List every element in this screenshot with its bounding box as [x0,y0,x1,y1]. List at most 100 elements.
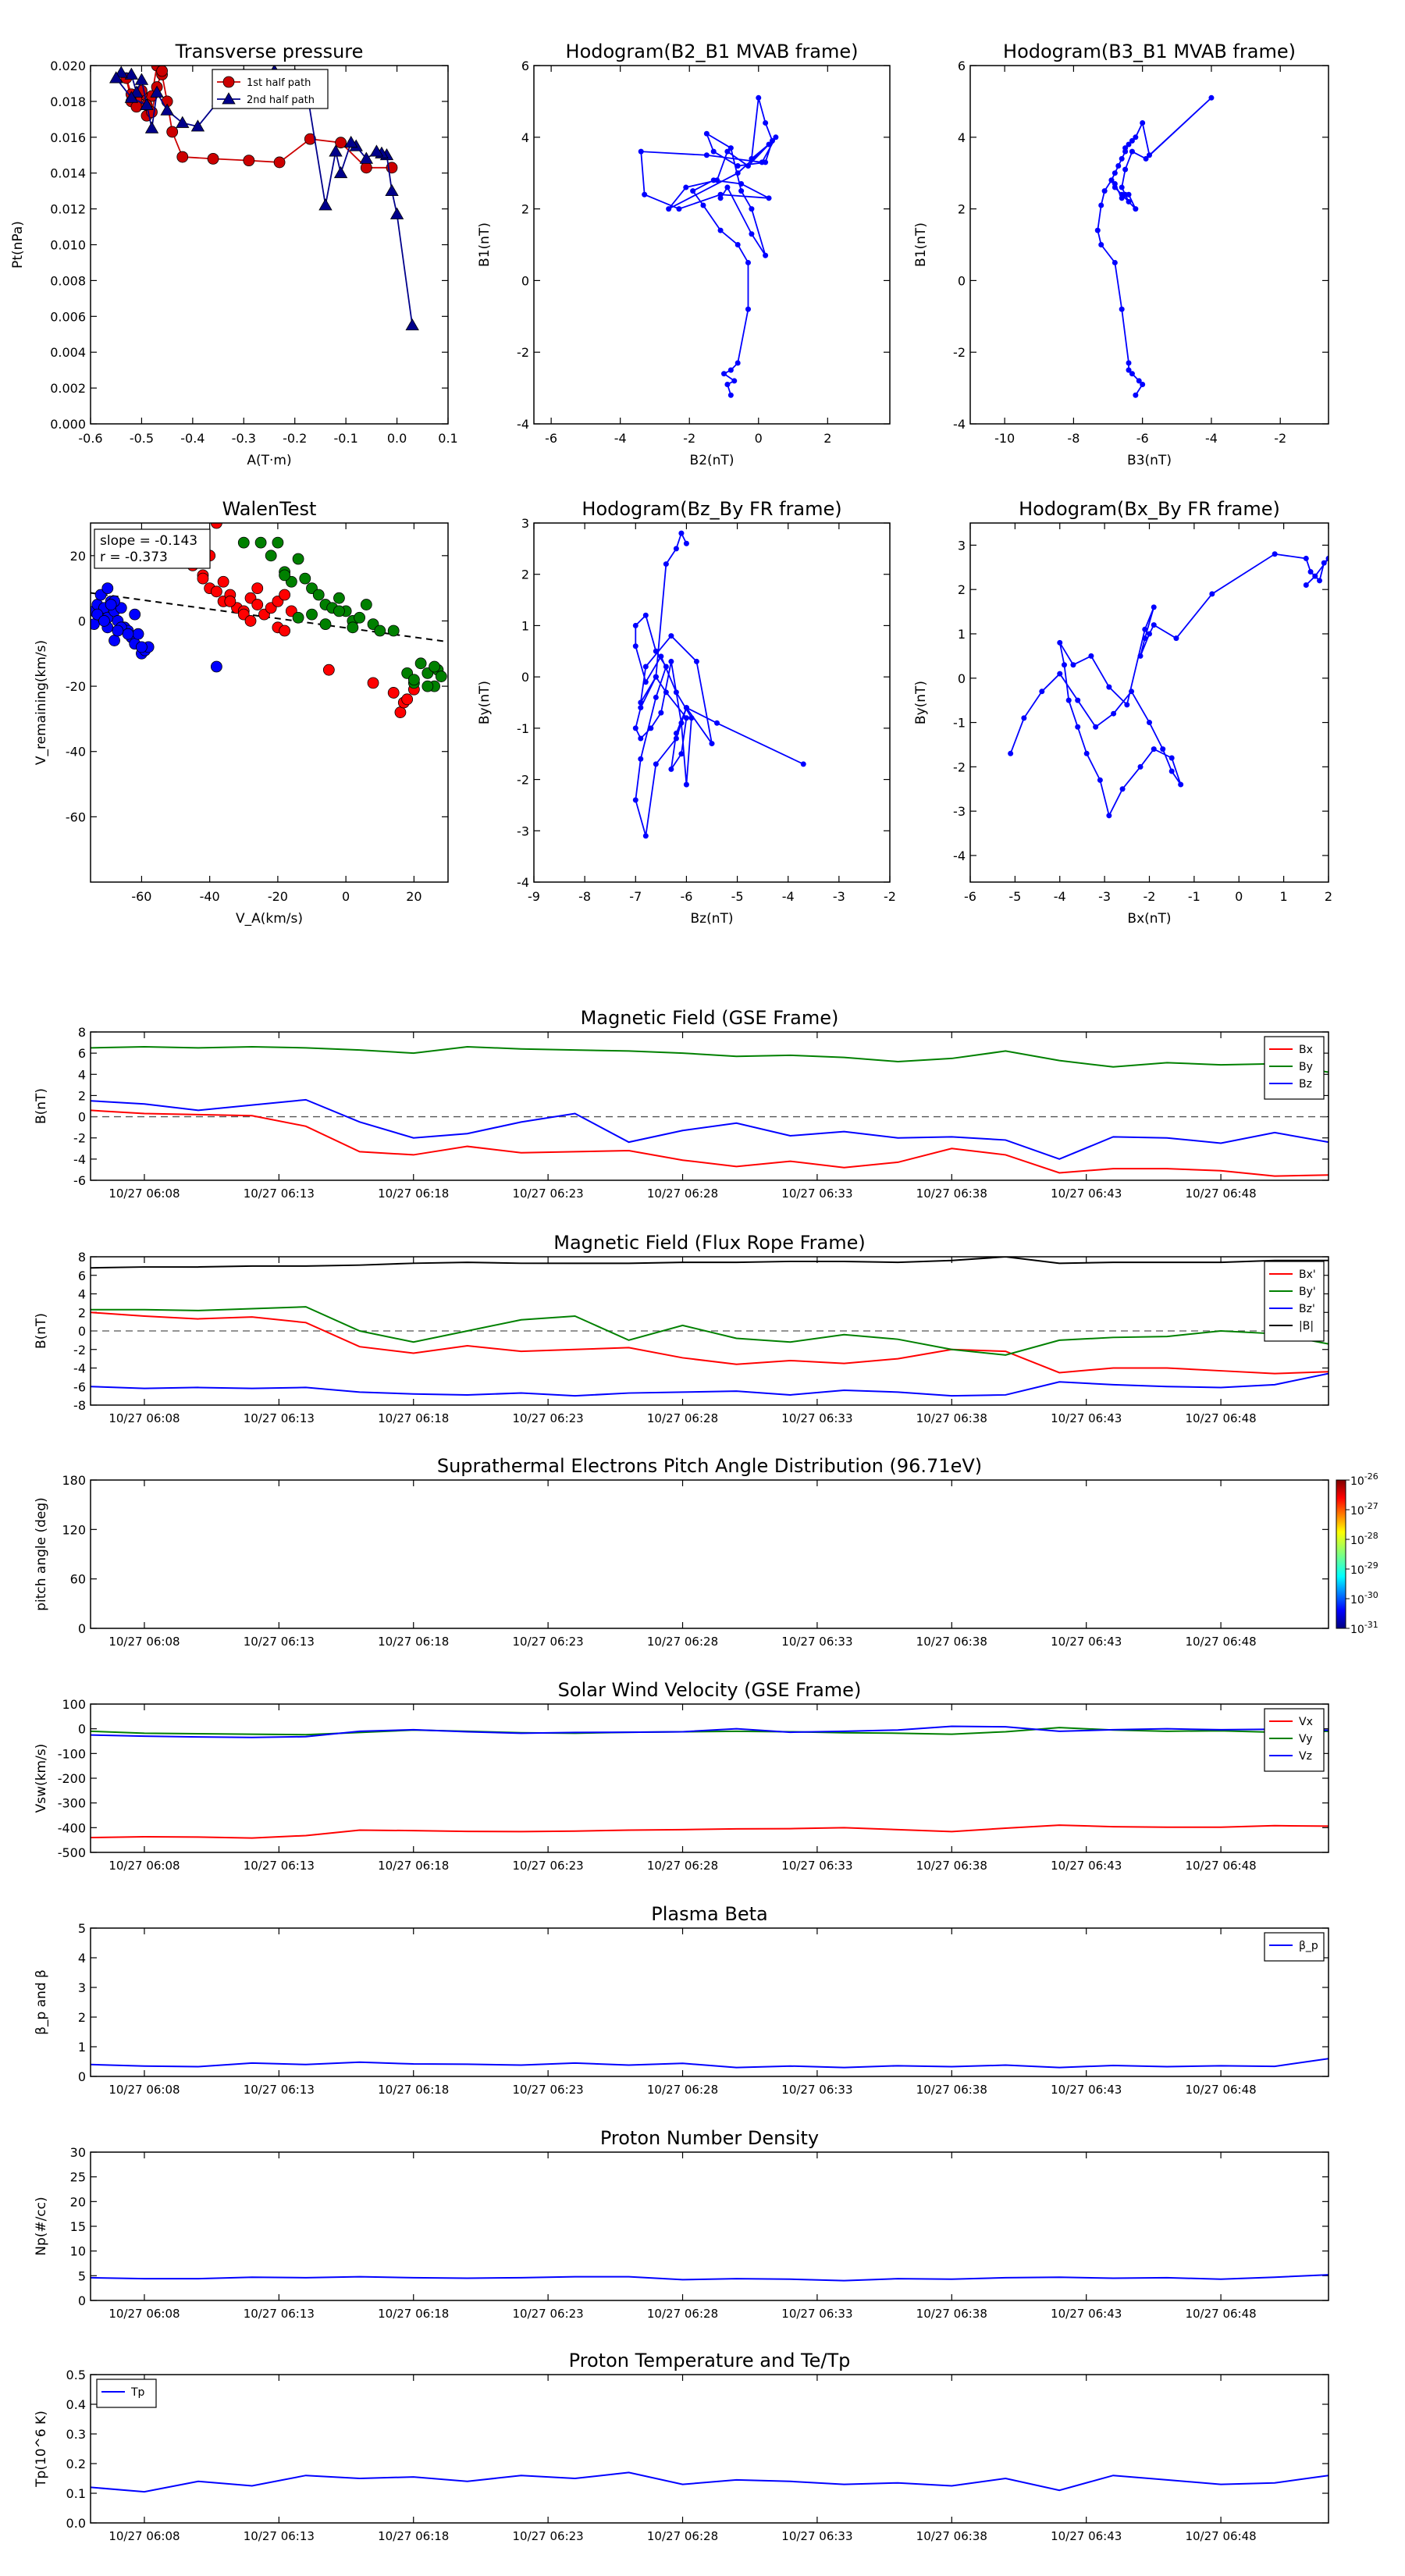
data-point [124,67,139,80]
data-point [642,679,649,685]
data-point [738,180,745,187]
data-point [279,589,291,601]
data-point [653,761,659,767]
data-point [1098,242,1104,247]
series-line [640,98,777,396]
x-tick-label: 2 [1325,889,1332,904]
data-point [405,318,419,331]
series-2 [187,523,420,718]
data-point [279,569,291,582]
data-point [683,781,689,788]
fit-line [91,592,448,643]
data-point [1108,177,1115,183]
data-point [1151,746,1157,753]
data-point [109,71,123,84]
data-point [166,126,179,138]
x-tick-label: 10/27 06:38 [916,2083,987,2097]
data-point [676,206,682,212]
legend: 1st half path 2nd half path [212,69,329,109]
data-point [663,561,669,568]
y-tick-label: 4 [78,1951,86,1966]
x-tick-label: -9 [528,889,540,904]
data-point [738,188,745,194]
x-tick-label: 10/27 06:23 [513,1635,584,1649]
data-point [254,536,267,549]
data-point [700,202,706,208]
chart-title: Proton Number Density [600,2127,819,2149]
x-tick-label: -2 [1274,431,1286,446]
x-tick-label: 10/27 06:43 [1051,1187,1122,1201]
y-axis-label: V_remaining(km/s) [34,640,49,765]
series-line-Bx [91,1311,1329,1375]
data-point [727,367,734,373]
plot-frame [90,1479,1329,1629]
data-point [389,207,404,219]
x-tick-label: -8 [1067,431,1080,446]
x-tick-label: 10/27 06:33 [781,1635,852,1649]
legend: Vx Vy Vz [1264,1708,1325,1772]
data-point [735,170,741,176]
data-point [1112,259,1118,265]
data-point [124,91,139,103]
y-tick-label: 1 [958,627,966,642]
y-tick-label: 5 [78,2268,86,2283]
plot-frame [90,1703,1329,1853]
x-tick-label: 10/27 06:43 [1051,1859,1122,1873]
y-tick-label: -2 [953,760,966,774]
data-point [134,73,149,85]
data-point [210,523,222,529]
data-point [347,621,359,634]
legend-label: Tp [130,2386,145,2399]
data-point [292,553,304,565]
y-tick-label: -1 [517,721,529,736]
data-point [749,231,755,237]
x-tick-label: 10/27 06:28 [647,2083,718,2097]
legend-label: By [1299,1061,1313,1073]
x-tick-label: 10/27 06:43 [1051,2529,1122,2543]
plot-frame [90,1256,1329,1406]
x-tick-label: 10/27 06:48 [1185,1859,1256,1873]
data-point [1098,202,1104,208]
data-point [217,575,229,588]
y-tick-label: 8 [78,1250,86,1265]
chart-1: Transverse pressure 0.000 0.002 0.004 0.006 0… [10,41,458,468]
y-tick-label: -2 [953,345,966,360]
data-point [683,540,689,546]
y-axis-label: pitch angle (deg) [34,1497,49,1611]
x-tick-label: 10/27 06:43 [1051,1411,1122,1425]
data-point [304,133,316,145]
data-point [136,641,148,653]
y-axis-label: By(nT) [913,681,929,724]
data-point [638,699,644,706]
data-point [114,66,128,78]
x-tick-label: 10/27 06:08 [108,2529,180,2543]
legend: Tp [96,2379,157,2408]
data-point [367,677,379,689]
chart-title: Magnetic Field (Flux Rope Frame) [553,1232,865,1254]
data-point [1088,653,1094,659]
y-tick-label: -3 [953,804,966,819]
data-point [638,148,644,155]
data-point [710,148,717,155]
x-axis-label: A(T·m) [247,453,291,468]
colorbar-gradient [1336,1479,1346,1629]
plot-area [91,523,448,718]
data-point [1129,148,1135,155]
y-tick-label: 0 [78,1621,86,1636]
data-point [144,121,159,133]
y-tick-label: 0.012 [50,202,86,217]
data-point [343,135,358,148]
data-point [653,674,659,680]
x-tick-label: -7 [629,889,642,904]
y-tick-label: 0.2 [66,2457,86,2471]
plot-area [91,2058,1329,2069]
x-tick-label: 10/27 06:28 [647,1859,718,1873]
y-tick-label: 100 [62,1697,86,1712]
y-tick-label: 3 [78,1980,86,1995]
plot-area [91,1725,1329,1839]
x-tick-label: -0.2 [283,431,307,446]
y-tick-label: 0 [78,1722,86,1737]
data-point [1178,781,1184,788]
x-tick-label: 10/27 06:33 [781,1411,852,1425]
